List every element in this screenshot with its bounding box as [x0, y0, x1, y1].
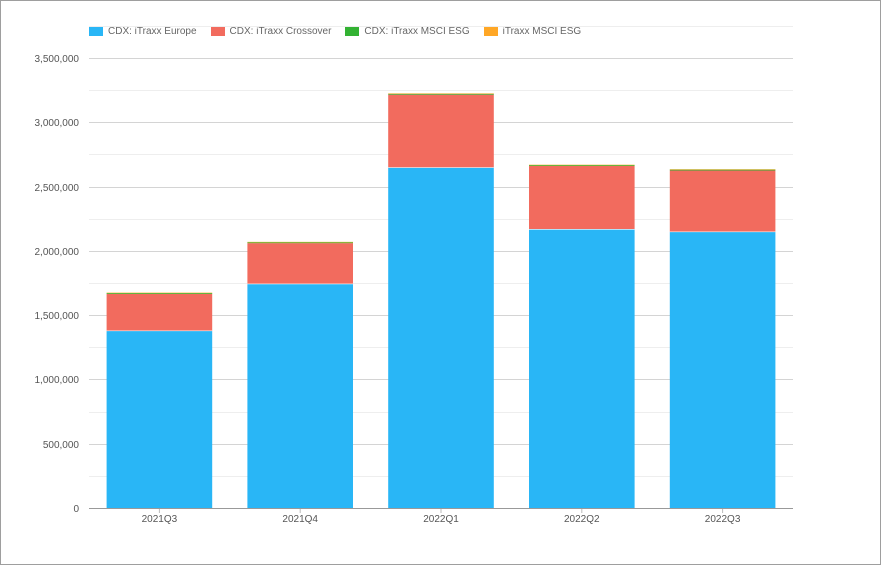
y-tick-label: 0: [73, 504, 79, 515]
legend-item-itraxx-europe[interactable]: CDX: iTraxx Europe: [89, 26, 197, 37]
bar-itraxx-europe-2022Q1[interactable]: [388, 167, 494, 509]
legend-label-itraxx-europe: CDX: iTraxx Europe: [108, 25, 197, 37]
chart-legend: CDX: iTraxx Europe CDX: iTraxx Crossover…: [89, 23, 581, 39]
bar-itraxx-europe-2021Q3[interactable]: [106, 330, 213, 508]
bar-cdx-msci-esg-2021Q3[interactable]: [106, 293, 213, 294]
x-tick-label: 2022Q2: [564, 514, 600, 525]
bar-cdx-msci-esg-2022Q3[interactable]: [669, 169, 776, 171]
bar-itraxx-msci-esg-2022Q2[interactable]: [529, 164, 635, 166]
y-tick-label: 500,000: [43, 440, 80, 451]
x-tick-label: 2021Q4: [282, 514, 318, 525]
bar-itraxx-crossover-2021Q4[interactable]: [247, 243, 353, 284]
bar-itraxx-europe-2022Q3[interactable]: [669, 231, 776, 509]
legend-swatch-itraxx-msci-esg: [483, 26, 498, 36]
bar-cdx-msci-esg-2022Q2[interactable]: [529, 165, 635, 166]
bar-cdx-msci-esg-2022Q1[interactable]: [388, 93, 494, 95]
legend-swatch-cdx-msci-esg: [345, 26, 360, 36]
bar-itraxx-msci-esg-2021Q3[interactable]: [106, 292, 213, 294]
y-tick-label: 1,500,000: [35, 311, 80, 322]
y-tick-label: 1,000,000: [35, 375, 80, 386]
bar-cdx-msci-esg-2021Q4[interactable]: [247, 242, 353, 244]
bar-itraxx-europe-2021Q4[interactable]: [247, 283, 353, 508]
legend-item-itraxx-crossover[interactable]: CDX: iTraxx Crossover: [210, 25, 332, 37]
bar-itraxx-crossover-2022Q3[interactable]: [669, 170, 776, 232]
legend-label-cdx-msci-esg: CDX: iTraxx MSCI ESG: [364, 25, 470, 37]
bar-itraxx-crossover-2022Q2[interactable]: [529, 166, 635, 229]
y-tick-label: 2,000,000: [35, 247, 80, 258]
legend-label-itraxx-msci-esg: iTraxx MSCI ESG: [502, 25, 582, 37]
bar-itraxx-crossover-2022Q1[interactable]: [388, 94, 494, 168]
bar-itraxx-europe-2022Q2[interactable]: [529, 229, 635, 508]
bar-itraxx-msci-esg-2022Q3[interactable]: [669, 169, 776, 170]
legend-item-itraxx-msci-esg[interactable]: iTraxx MSCI ESG: [483, 25, 582, 37]
bar-itraxx-msci-esg-2022Q1[interactable]: [388, 93, 494, 94]
legend-item-cdx-msci-esg[interactable]: CDX: iTraxx MSCI ESG: [345, 25, 470, 37]
y-tick-label: 3,000,000: [35, 118, 80, 129]
x-tick-label: 2021Q3: [142, 514, 178, 525]
legend-label-itraxx-crossover: CDX: iTraxx Crossover: [229, 25, 332, 37]
bar-itraxx-crossover-2021Q3[interactable]: [106, 293, 213, 331]
bar-itraxx-msci-esg-2021Q4[interactable]: [247, 241, 353, 243]
legend-swatch-itraxx-crossover: [210, 26, 225, 36]
legend-swatch-itraxx-europe: [89, 26, 103, 36]
y-tick-label: 2,500,000: [35, 183, 80, 194]
x-tick-label: 2022Q3: [705, 514, 741, 525]
x-tick-label: 2022Q1: [423, 514, 459, 525]
y-tick-label: 3,500,000: [35, 54, 80, 65]
